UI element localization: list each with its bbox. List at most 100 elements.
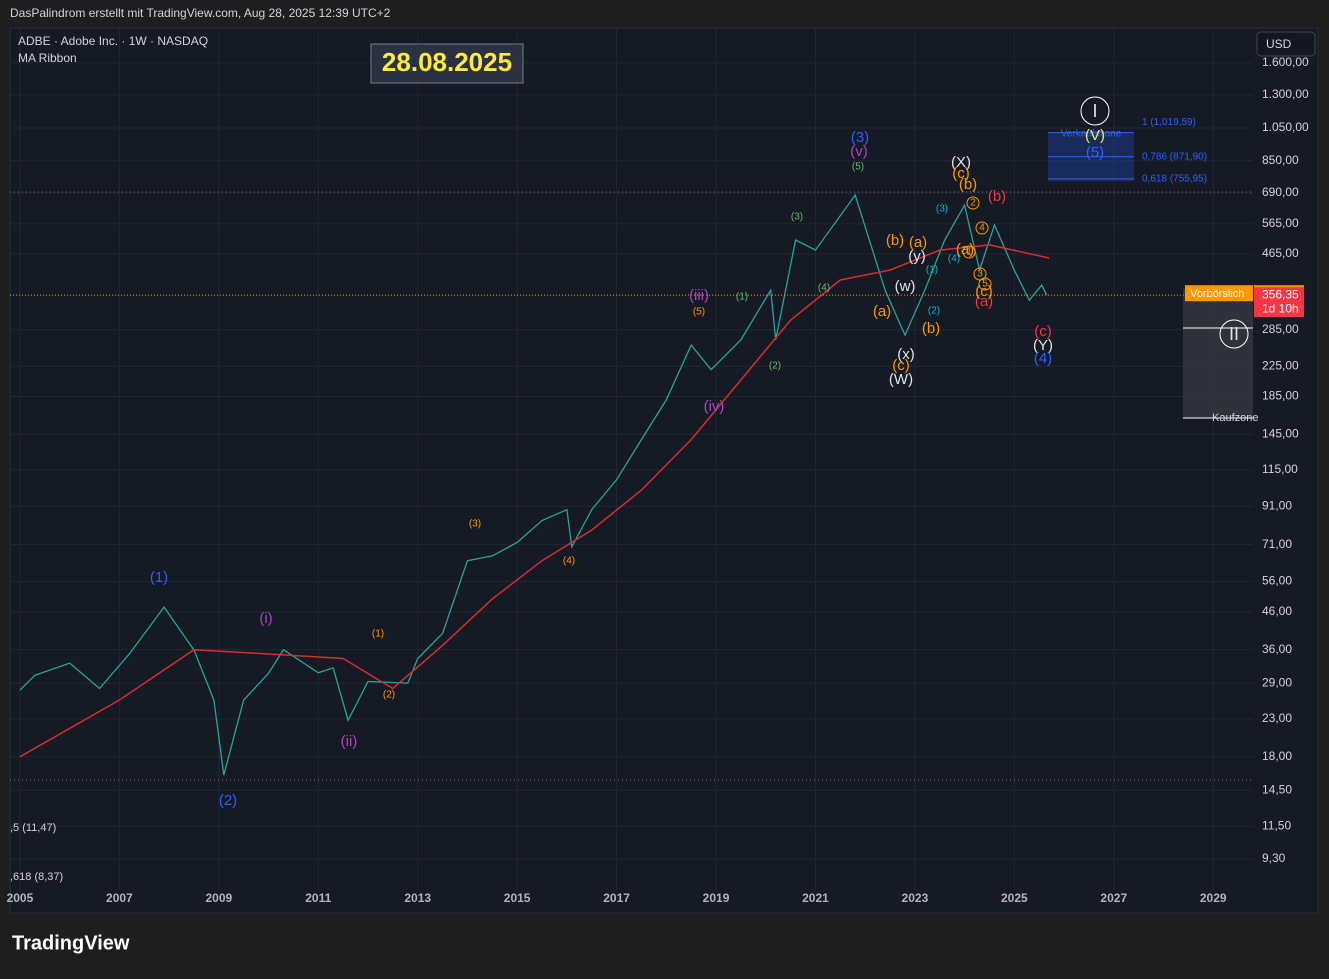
last-price-bg	[1254, 287, 1304, 318]
wave-label: (5)	[1086, 144, 1104, 161]
circle	[975, 221, 989, 235]
wave-label: (a)	[956, 241, 974, 258]
wave-label: (2)	[769, 361, 781, 372]
y-tick-label: 1.600,00	[1262, 55, 1309, 69]
y-tick-label: 36,00	[1262, 642, 1292, 656]
circle	[1219, 319, 1249, 349]
wave-label: 5	[982, 279, 988, 290]
wave-label: II	[1229, 324, 1239, 344]
buy-zone	[1183, 288, 1253, 418]
wave-label: (b)	[886, 232, 904, 249]
wave-label: I	[1092, 101, 1097, 121]
countdown: 1d 10h	[1262, 301, 1299, 315]
logo: TradingView	[12, 932, 130, 954]
wave-label: (3)	[469, 519, 481, 530]
moving-average	[19, 244, 1050, 758]
price-line	[19, 193, 1048, 776]
wave-label: (W)	[889, 371, 913, 388]
y-tick-label: 71,00	[1262, 537, 1292, 551]
wave-label: (b)	[959, 176, 977, 193]
y-tick-label: 46,00	[1262, 604, 1292, 618]
wave-label: (2)	[383, 690, 395, 701]
fib-label: 0,618 (755,95)	[1142, 173, 1207, 184]
y-tick-label: 465,00	[1262, 246, 1299, 260]
currency[interactable]: USD	[1266, 37, 1292, 51]
circle	[962, 245, 976, 259]
plot: 1 (1,019,59) 0,786 (871,90) 0,618 (755,95)	[10, 117, 1253, 776]
fib-label: 0,786 (871,90)	[1142, 151, 1207, 162]
y-tick-label: 1.050,00	[1262, 120, 1309, 134]
premarket-tag-label: Vorbörslich	[1190, 288, 1244, 300]
x-tick-label: 2017	[603, 891, 630, 905]
wave-label: (V)	[1085, 127, 1105, 144]
date-box	[370, 43, 524, 84]
wave-label: (5)	[852, 162, 864, 173]
x-tick-label: 2021	[802, 891, 829, 905]
premarket-tag	[1185, 285, 1253, 302]
x-tick-label: 2009	[205, 891, 232, 905]
wave-label: (3)	[851, 129, 869, 146]
wave-label: (4)	[948, 254, 960, 265]
wave-label: (x)	[897, 346, 915, 363]
wave-label: (c)	[1034, 323, 1052, 340]
x-tick-label: 2015	[504, 891, 531, 905]
wave-label: (3)	[936, 204, 948, 215]
wave-label: (X)	[951, 154, 971, 171]
wave-label: (4)	[1034, 350, 1052, 367]
wave-label: 4	[979, 223, 985, 234]
y-tick-label: 29,00	[1262, 675, 1292, 689]
wave-label: (b)	[988, 188, 1006, 205]
symbol: ADBE · Adobe Inc. · 1W · NASDAQ	[18, 34, 208, 48]
y-tick-label: 18,00	[1262, 749, 1292, 763]
wave-label: (b)	[922, 320, 940, 337]
circle	[966, 196, 980, 210]
y-tick-label: 91,00	[1262, 498, 1292, 512]
wave-label: (v)	[850, 143, 868, 160]
wave-label: 2	[970, 198, 976, 209]
wave-label: (iii)	[689, 287, 709, 304]
sell-zone-label: Verkaufszone	[1061, 129, 1122, 140]
indicator: MA Ribbon	[18, 51, 77, 65]
y-tick-label: 14,50	[1262, 782, 1292, 796]
wave-label: (c)	[892, 357, 910, 374]
wave-label: (5)	[693, 307, 705, 318]
y-tick-label: 690,00	[1262, 185, 1299, 199]
wave-label: 1	[966, 247, 972, 258]
wave-label: (a)	[873, 303, 891, 320]
wave-label: (a)	[909, 234, 927, 251]
wave-label: (c)	[952, 165, 970, 182]
x-tick-label: 2019	[703, 891, 730, 905]
x-tick-label: 2013	[404, 891, 431, 905]
wave-label: (1)	[372, 629, 384, 640]
grid	[10, 28, 1253, 890]
wave-label: (2)	[219, 792, 237, 809]
x-tick-label: 2029	[1200, 891, 1227, 905]
wave-label: (Y)	[1033, 337, 1053, 354]
wave-label: (3)	[791, 212, 803, 223]
buy-zone-label: Kaufzone	[1212, 412, 1258, 424]
fib-left: ,618 (8,37)	[10, 871, 63, 883]
y-tick-label: 225,00	[1262, 358, 1299, 372]
y-tick-label: 1.300,00	[1262, 87, 1309, 101]
y-tick-label: 115,00	[1262, 462, 1298, 476]
y-tick-label: 185,00	[1262, 389, 1299, 403]
wave-label: (1)	[150, 569, 168, 586]
y-tick-label: 565,00	[1262, 216, 1299, 230]
y-tick-label: 850,00	[1262, 153, 1299, 167]
wave-labels: (1) (2) (i) (ii) (1) (2) (3) (4) (5) (ii…	[150, 96, 1249, 809]
currency-button[interactable]	[1256, 31, 1316, 57]
x-tick-label: 2023	[902, 891, 929, 905]
y-tick-label: 56,00	[1262, 573, 1292, 587]
y-tick-label: 11,50	[1262, 818, 1291, 832]
last-price: 356,35	[1262, 287, 1299, 301]
x-tick-label: 2025	[1001, 891, 1028, 905]
y-tick-label: 23,00	[1262, 711, 1292, 725]
price-axis: 1.600,00 1.300,00 1.050,00 850,00 690,00 565,…	[7, 55, 1309, 905]
wave-label: (4)	[818, 283, 830, 294]
wave-label: (1)	[736, 292, 748, 303]
y-tick-label: 9,30	[1262, 851, 1286, 865]
wave-label: (2)	[928, 306, 940, 317]
x-tick-label: 2027	[1100, 891, 1127, 905]
